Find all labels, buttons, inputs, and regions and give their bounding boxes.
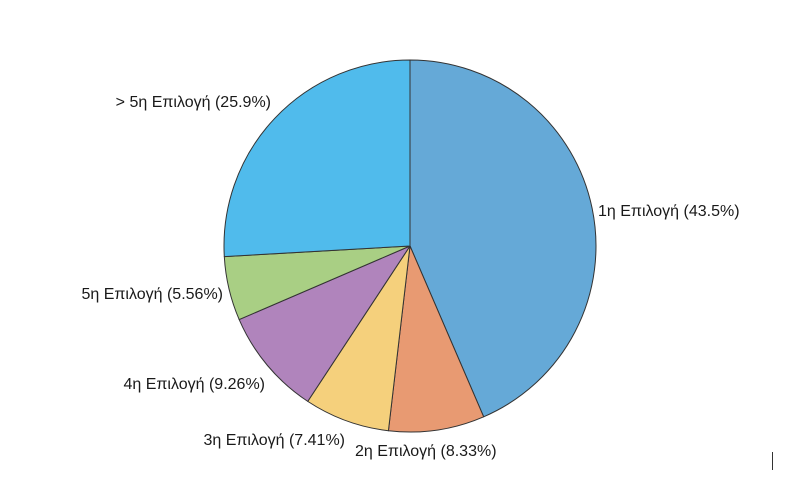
- pie-slice-1: [409, 59, 597, 418]
- pie-slice-4: [238, 245, 411, 402]
- pie-slice-label-2: 2η Επιλογή (8.33%): [355, 443, 497, 460]
- text-cursor: [772, 452, 773, 470]
- pie-slice-label-1: 1η Επιλογή (43.5%): [598, 203, 740, 220]
- pie-slice-2: [387, 245, 485, 433]
- pie-slices: [223, 59, 597, 433]
- pie-slice-label-4: 4η Επιλογή (9.26%): [123, 376, 265, 393]
- pie-slice-label-6: > 5η Επιλογή (25.9%): [116, 94, 271, 111]
- pie-slice-label-3: 3η Επιλογή (7.41%): [203, 432, 345, 449]
- pie-labels: 1η Επιλογή (43.5%) 2η Επιλογή (8.33%) 3η Ε…: [81, 94, 739, 460]
- pie-slice-label-5: 5η Επιλογή (5.56%): [81, 286, 223, 303]
- pie-slice-6: [223, 59, 411, 258]
